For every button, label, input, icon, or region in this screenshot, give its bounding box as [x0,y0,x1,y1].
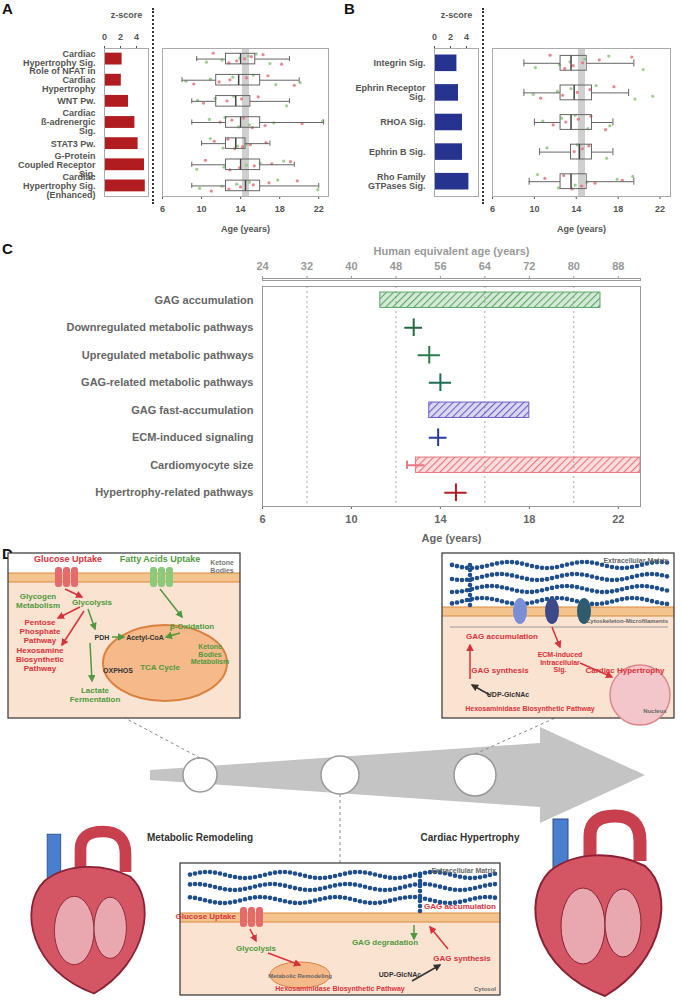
svg-text:2: 2 [118,32,123,42]
svg-text:Extracellular Matrix: Extracellular Matrix [431,867,496,874]
svg-text:OXPHOS: OXPHOS [103,667,133,674]
svg-text:Glycolysis: Glycolysis [72,598,113,607]
svg-text:64: 64 [479,260,492,272]
svg-text:48: 48 [390,260,402,272]
svg-text:22: 22 [612,513,624,525]
svg-text:Human equivalent age (years): Human equivalent age (years) [374,245,530,257]
svg-text:GAG synthesis: GAG synthesis [433,954,491,963]
html-text:D: D [2,545,13,562]
svg-text:Hypertrophy-related pathways: Hypertrophy-related pathways [95,486,253,498]
html-text:Hypertrophy Sig.: Hypertrophy Sig. [23,58,96,69]
svg-text:RHOA Sig.: RHOA Sig. [380,117,425,127]
svg-text:24: 24 [256,260,269,272]
svg-text:KetoneBodies: KetoneBodies [210,559,234,574]
svg-text:Ephrin B Sig.: Ephrin B Sig. [369,147,426,157]
svg-text:22: 22 [655,204,665,214]
svg-text:4: 4 [464,32,469,42]
svg-text:10: 10 [345,513,357,525]
svg-text:Hexosaminidase Biosynthetic Pa: Hexosaminidase Biosynthetic Pathway [465,705,595,713]
svg-text:Age (years): Age (years) [221,224,270,234]
html-text:G-Protein: G-Protein [54,150,96,161]
svg-text:Hexosaminidase Biosynthetic Pa: Hexosaminidase Biosynthetic Pathway [275,985,405,993]
svg-text:10: 10 [197,204,207,214]
svg-text:Glycolysis: Glycolysis [236,944,277,953]
svg-text:Integrin Sig.: Integrin Sig. [373,58,425,68]
svg-text:Nucleus: Nucleus [643,708,667,714]
svg-text:Metabolic Remodeling: Metabolic Remodeling [268,973,332,979]
svg-text:Cytosol: Cytosol [474,986,496,992]
svg-text:GAG degradation: GAG degradation [352,938,418,947]
svg-text:GAG synthesis: GAG synthesis [471,666,529,675]
svg-text:TCA Cycle: TCA Cycle [140,663,180,672]
svg-text:Cytoskeleton-Microfilaments: Cytoskeleton-Microfilaments [586,618,669,624]
svg-text:Cardiac Hypertrophy: Cardiac Hypertrophy [585,666,665,675]
svg-text:GAG-related metabolic pathways: GAG-related metabolic pathways [81,376,253,388]
svg-text:18: 18 [523,513,535,525]
svg-text:z-score: z-score [441,10,473,20]
html-text:A: A [2,0,13,17]
svg-text:ECM-induced signaling: ECM-induced signaling [132,431,254,443]
svg-text:PDH: PDH [95,634,110,641]
svg-text:UDP-GlcNAc: UDP-GlcNAc [487,691,530,698]
svg-text:Age (years): Age (years) [422,532,482,544]
svg-text:β-Oxidation: β-Oxidation [170,622,215,631]
svg-text:Cardiacß-adrenergicSig.: Cardiacß-adrenergicSig. [41,108,96,136]
svg-text:6: 6 [259,513,265,525]
svg-text:14: 14 [571,204,581,214]
svg-text:Metabolic Remodeling: Metabolic Remodeling [147,832,253,843]
svg-text:Cardiac Hypertrophy: Cardiac Hypertrophy [421,832,520,843]
svg-text:Upregulated metabolic pathways: Upregulated metabolic pathways [82,349,254,361]
svg-text:GAG accumulation: GAG accumulation [154,294,253,306]
svg-text:KetoneBodiesMetabolism: KetoneBodiesMetabolism [191,643,230,665]
svg-text:UDP-GlcNAc: UDP-GlcNAc [379,971,422,978]
html-text:C: C [2,240,13,257]
svg-text:Age (years): Age (years) [557,224,606,234]
svg-text:80: 80 [568,260,580,272]
html-text:B: B [344,0,355,17]
svg-text:6: 6 [160,204,165,214]
svg-text:Cardiomyocyte size: Cardiomyocyte size [150,459,253,471]
svg-text:0: 0 [432,32,437,42]
svg-text:GlycogenMetabolism: GlycogenMetabolism [16,592,60,610]
svg-text:LactateFermentation: LactateFermentation [70,686,121,704]
html-text:Cardiac: Cardiac [62,49,96,60]
svg-text:32: 32 [301,260,313,272]
svg-text:PentosePhosphatePathway: PentosePhosphatePathway [20,618,61,645]
svg-text:2: 2 [448,32,453,42]
svg-text:ECM-inducedIntracellularSig.: ECM-inducedIntracellularSig. [538,651,583,674]
svg-text:HexosamineBiosyntheticPathway: HexosamineBiosyntheticPathway [16,646,65,673]
svg-text:4: 4 [134,32,139,42]
svg-text:6: 6 [490,204,495,214]
svg-text:STAT3 Pw.: STAT3 Pw. [51,139,96,149]
svg-text:18: 18 [275,204,285,214]
svg-text:0: 0 [102,32,107,42]
html-text:Coupled Receptor: Coupled Receptor [18,159,96,170]
svg-text:Role of NFAT inCardiacHypertro: Role of NFAT inCardiacHypertrophy [29,66,95,94]
svg-text:22: 22 [314,204,324,214]
svg-text:18: 18 [613,204,623,214]
svg-text:14: 14 [434,513,447,525]
svg-text:GAG accumulation: GAG accumulation [466,632,538,641]
svg-text:88: 88 [612,260,624,272]
svg-text:GAG fast-accumulation: GAG fast-accumulation [131,404,254,416]
svg-text:10: 10 [529,204,539,214]
svg-text:Extracellular Matrix: Extracellular Matrix [603,557,668,564]
svg-text:GAG accumulation: GAG accumulation [424,902,496,911]
svg-text:Ephrin ReceptorSig.: Ephrin ReceptorSig. [355,83,426,102]
svg-text:56: 56 [434,260,446,272]
svg-text:Downregulated metabolic pathwa: Downregulated metabolic pathways [66,321,253,333]
svg-text:Rho FamilyGTPases Sig.: Rho FamilyGTPases Sig. [368,172,426,191]
svg-text:z-score: z-score [111,10,143,20]
svg-text:CardiacHypertrophy Sig.(Enhanc: CardiacHypertrophy Sig.(Enhanced) [23,172,96,200]
svg-text:40: 40 [345,260,357,272]
svg-text:Glucose Uptake: Glucose Uptake [34,554,102,564]
svg-text:72: 72 [523,260,535,272]
svg-text:WNT Pw.: WNT Pw. [57,96,95,106]
svg-text:Fatty Acids Uptake: Fatty Acids Uptake [120,554,201,564]
svg-text:Glucose Uptake: Glucose Uptake [176,912,237,921]
svg-text:14: 14 [236,204,246,214]
svg-text:Acetyl-CoA: Acetyl-CoA [126,634,164,642]
